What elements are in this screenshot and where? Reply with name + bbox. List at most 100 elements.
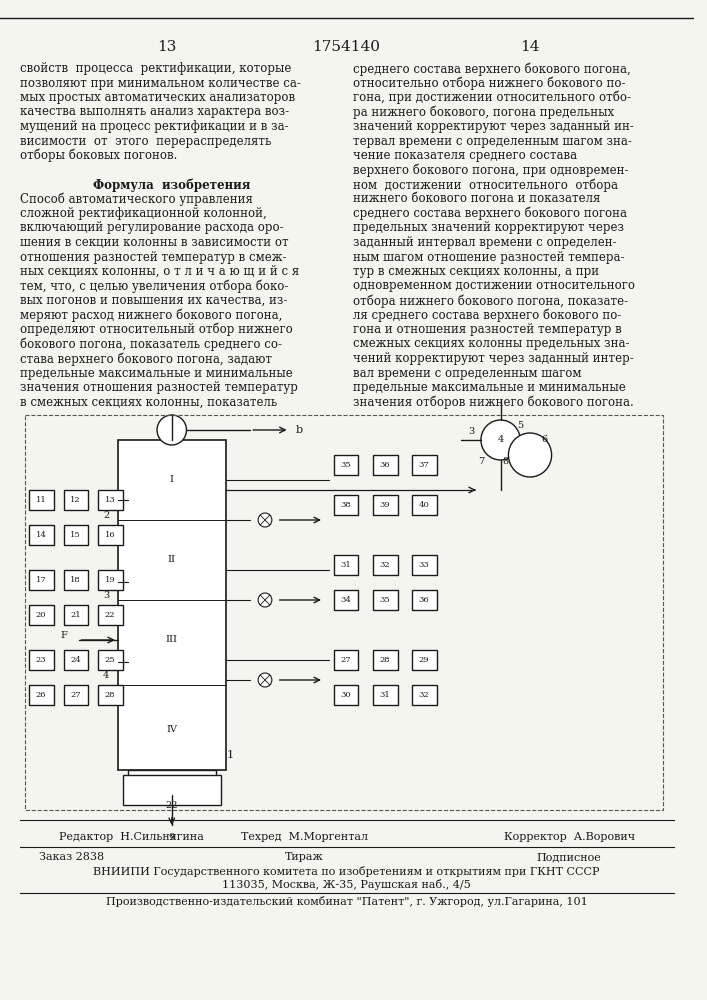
Text: гона, при достижении относительного отбо-: гона, при достижении относительного отбо… bbox=[354, 91, 631, 104]
Bar bbox=[30, 685, 54, 705]
Text: 21: 21 bbox=[70, 611, 81, 619]
Bar bbox=[98, 525, 123, 545]
Text: Корректор  А.Ворович: Корректор А.Ворович bbox=[503, 832, 635, 842]
Circle shape bbox=[258, 513, 272, 527]
Text: 25: 25 bbox=[105, 656, 115, 664]
Bar bbox=[334, 590, 358, 610]
Text: 8: 8 bbox=[503, 458, 508, 466]
Text: предельных значений корректируют через: предельных значений корректируют через bbox=[354, 222, 624, 234]
Text: висимости  от  этого  перераспределять: висимости от этого перераспределять bbox=[20, 134, 271, 147]
Text: тем, что, с целью увеличения отбора боко-: тем, что, с целью увеличения отбора боко… bbox=[20, 279, 288, 293]
Text: 22: 22 bbox=[165, 800, 178, 810]
Text: 27: 27 bbox=[340, 656, 351, 664]
Text: 18: 18 bbox=[70, 576, 81, 584]
Text: Формула  изобретения: Формула изобретения bbox=[93, 178, 250, 192]
Bar bbox=[30, 650, 54, 670]
Text: Способ автоматического управления: Способ автоматического управления bbox=[20, 192, 252, 206]
Bar bbox=[373, 495, 397, 515]
Text: 31: 31 bbox=[380, 691, 390, 699]
Text: 29: 29 bbox=[419, 656, 429, 664]
Text: 28: 28 bbox=[380, 656, 390, 664]
Circle shape bbox=[481, 420, 520, 460]
Text: IV: IV bbox=[166, 726, 177, 734]
Text: среднего состава верхнего бокового погона,: среднего состава верхнего бокового погон… bbox=[354, 62, 631, 76]
Text: значения отношения разностей температур: значения отношения разностей температур bbox=[20, 381, 298, 394]
Text: 1: 1 bbox=[227, 750, 234, 760]
Text: свойств  процесса  ректификации, которые: свойств процесса ректификации, которые bbox=[20, 62, 291, 75]
Text: меряют расход нижнего бокового погона,: меряют расход нижнего бокового погона, bbox=[20, 308, 282, 322]
Text: 3: 3 bbox=[468, 428, 474, 436]
Text: значения отборов нижнего бокового погона.: значения отборов нижнего бокового погона… bbox=[354, 395, 634, 409]
Text: значений корректируют через заданный ин-: значений корректируют через заданный ин- bbox=[354, 120, 634, 133]
Text: 35: 35 bbox=[340, 461, 351, 469]
Text: ным шагом отношение разностей темпера-: ным шагом отношение разностей темпера- bbox=[354, 250, 625, 263]
Bar bbox=[334, 685, 358, 705]
Text: бокового погона, показатель среднего со-: бокового погона, показатель среднего со- bbox=[20, 338, 281, 351]
Text: 3: 3 bbox=[103, 590, 109, 599]
Text: 34: 34 bbox=[340, 596, 351, 604]
Text: Подписное: Подписное bbox=[537, 852, 602, 862]
Text: Производственно-издательский комбинат "Патент", г. Ужгород, ул.Гагарина, 101: Производственно-издательский комбинат "П… bbox=[105, 896, 588, 907]
Bar bbox=[127, 770, 216, 795]
Text: 12: 12 bbox=[70, 496, 81, 504]
Text: Заказ 2838: Заказ 2838 bbox=[40, 852, 105, 862]
Bar bbox=[25, 415, 662, 810]
Text: 13: 13 bbox=[105, 496, 115, 504]
Text: 22: 22 bbox=[105, 611, 115, 619]
Text: шения в секции колонны в зависимости от: шения в секции колонны в зависимости от bbox=[20, 236, 288, 249]
Text: 37: 37 bbox=[419, 461, 429, 469]
Text: в смежных секциях колонны, показатель: в смежных секциях колонны, показатель bbox=[20, 395, 277, 408]
Text: 38: 38 bbox=[340, 501, 351, 509]
Text: отбора нижнего бокового погона, показате-: отбора нижнего бокового погона, показате… bbox=[354, 294, 629, 308]
Bar bbox=[30, 605, 54, 625]
Text: относительно отбора нижнего бокового по-: относительно отбора нижнего бокового по- bbox=[354, 77, 626, 90]
Text: 9: 9 bbox=[169, 834, 175, 842]
Text: позволяют при минимальном количестве са-: позволяют при минимальном количестве са- bbox=[20, 77, 300, 90]
Bar bbox=[373, 590, 397, 610]
Text: 2: 2 bbox=[103, 510, 109, 520]
Circle shape bbox=[258, 593, 272, 607]
Bar bbox=[98, 650, 123, 670]
Text: 17: 17 bbox=[36, 576, 47, 584]
Text: 4: 4 bbox=[103, 670, 109, 680]
Text: 1754140: 1754140 bbox=[312, 40, 380, 54]
Bar bbox=[98, 490, 123, 510]
Text: 7: 7 bbox=[478, 458, 484, 466]
Text: нижнего бокового погона и показателя: нижнего бокового погона и показателя bbox=[354, 192, 601, 206]
Bar bbox=[412, 455, 437, 475]
Text: 28: 28 bbox=[105, 691, 115, 699]
Text: 24: 24 bbox=[70, 656, 81, 664]
Text: качества выполнять анализ характера воз-: качества выполнять анализ характера воз- bbox=[20, 105, 288, 118]
Text: чение показателя среднего состава: чение показателя среднего состава bbox=[354, 149, 578, 162]
Text: 23: 23 bbox=[36, 656, 47, 664]
Text: ном  достижении  относительного  отбора: ном достижении относительного отбора bbox=[354, 178, 619, 192]
Text: мущений на процесс ректификации и в за-: мущений на процесс ректификации и в за- bbox=[20, 120, 288, 133]
Text: Тираж: Тираж bbox=[285, 852, 324, 862]
Text: 40: 40 bbox=[419, 501, 429, 509]
Bar bbox=[334, 455, 358, 475]
Text: вых погонов и повышения их качества, из-: вых погонов и повышения их качества, из- bbox=[20, 294, 287, 307]
Text: 11: 11 bbox=[36, 496, 47, 504]
Bar bbox=[64, 605, 88, 625]
Bar bbox=[123, 775, 221, 805]
Bar bbox=[412, 495, 437, 515]
Bar bbox=[30, 525, 54, 545]
Text: става верхнего бокового погона, задают: става верхнего бокового погона, задают bbox=[20, 352, 271, 365]
Text: 5: 5 bbox=[517, 420, 523, 430]
Text: ра нижнего бокового, погона предельных: ра нижнего бокового, погона предельных bbox=[354, 105, 614, 119]
Bar bbox=[118, 440, 226, 770]
Text: заданный интервал времени с определен-: заданный интервал времени с определен- bbox=[354, 236, 617, 249]
Text: F: F bbox=[60, 631, 67, 640]
Text: тур в смежных секциях колонны, а при: тур в смежных секциях колонны, а при bbox=[354, 265, 600, 278]
Bar bbox=[373, 455, 397, 475]
Text: 33: 33 bbox=[419, 561, 429, 569]
Text: отборы боковых погонов.: отборы боковых погонов. bbox=[20, 149, 177, 162]
Text: 31: 31 bbox=[340, 561, 351, 569]
Text: 14: 14 bbox=[36, 531, 47, 539]
Text: 32: 32 bbox=[419, 691, 429, 699]
Text: среднего состава верхнего бокового погона: среднего состава верхнего бокового погон… bbox=[354, 207, 627, 221]
Bar bbox=[373, 650, 397, 670]
Bar bbox=[30, 490, 54, 510]
Bar bbox=[412, 590, 437, 610]
Bar bbox=[98, 685, 123, 705]
